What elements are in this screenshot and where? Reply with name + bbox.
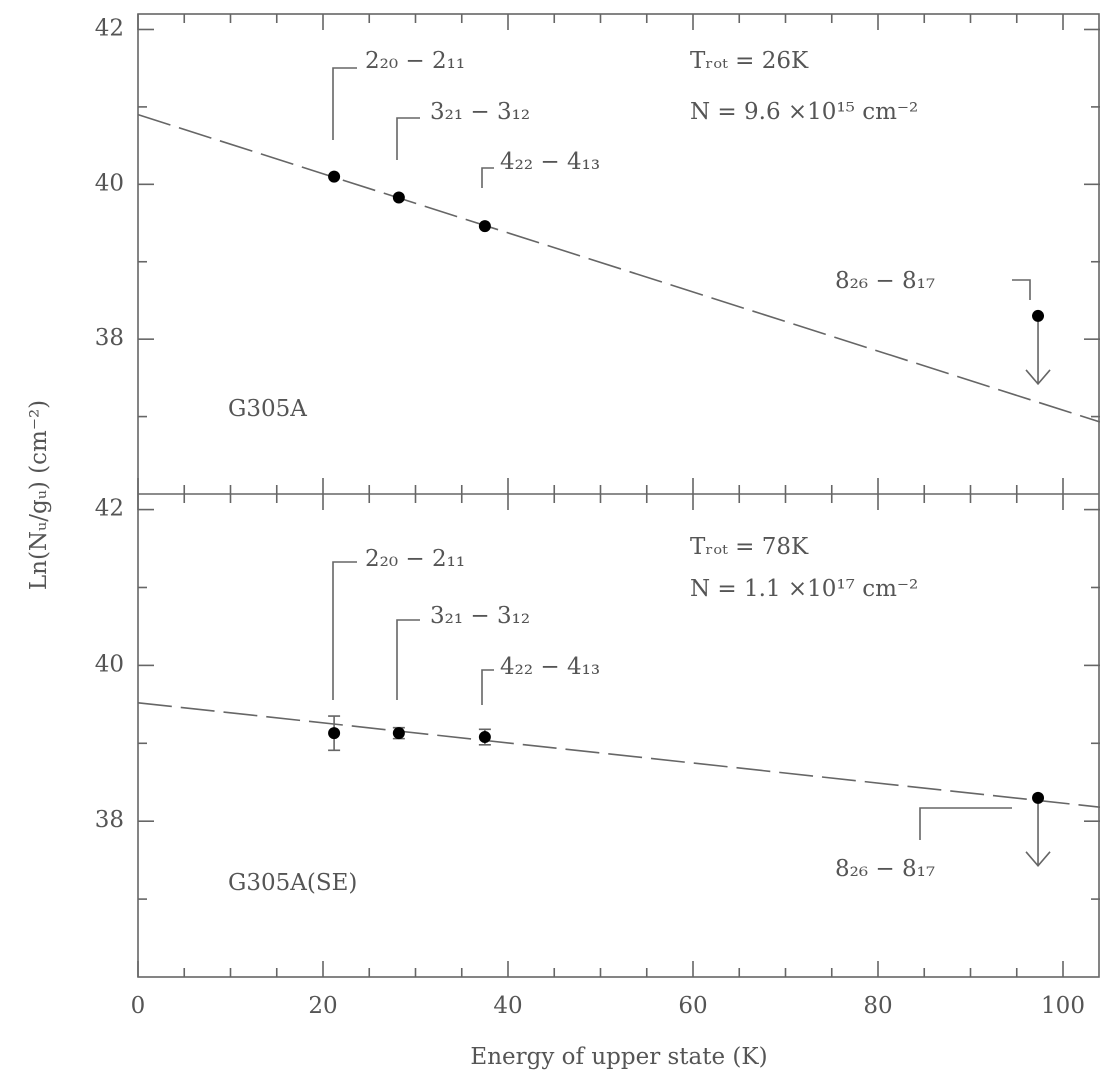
- x-tick-label: 60: [678, 993, 707, 1019]
- y-tick-label: 38: [95, 807, 124, 833]
- transition-label: 8₂₆ − 8₁₇: [835, 856, 935, 882]
- x-tick-label: 80: [863, 993, 892, 1019]
- label-leader: [919, 807, 1012, 840]
- upper-limit-arrow: [1025, 797, 1051, 868]
- x-tick-label: 100: [1041, 993, 1085, 1019]
- annotation: Tᵣₒₜ = 78K: [690, 534, 809, 560]
- x-tick-label: 40: [493, 993, 522, 1019]
- label-leader: [332, 67, 357, 140]
- annotation: Tᵣₒₜ = 26K: [690, 48, 809, 74]
- x-tick-label: 20: [308, 993, 337, 1019]
- label-leader: [396, 619, 420, 700]
- annotation: N = 9.6 ×10¹⁵ cm⁻²: [690, 99, 918, 125]
- data-point: [1032, 309, 1045, 322]
- data-point: [328, 727, 341, 740]
- x-axis-label: Energy of upper state (K): [470, 1044, 767, 1070]
- label-leader: [481, 167, 494, 188]
- y-axis-label: Ln(Nᵤ/gᵤ) (cm⁻²): [26, 400, 52, 590]
- label-leader: [481, 669, 494, 705]
- fit-line: [137, 701, 1100, 808]
- transition-label: 2₂₀ − 2₁₁: [365, 48, 465, 74]
- panel-label: G305A: [228, 396, 307, 422]
- data-point: [392, 191, 405, 204]
- annotation: N = 1.1 ×10¹⁷ cm⁻²: [690, 576, 918, 602]
- x-tick-label: 0: [131, 993, 146, 1019]
- transition-label: 8₂₆ − 8₁₇: [835, 268, 935, 294]
- label-leader: [332, 561, 357, 700]
- fit-line: [137, 113, 1100, 423]
- transition-label: 3₂₁ − 3₁₂: [430, 99, 530, 125]
- y-tick-label: 38: [95, 325, 124, 351]
- transition-label: 4₂₂ − 4₁₃: [500, 149, 600, 175]
- y-tick-label: 42: [95, 15, 124, 41]
- y-tick-label: 42: [95, 496, 124, 522]
- axes-frame: [137, 13, 1100, 978]
- upper-limit-arrow: [1025, 315, 1051, 386]
- y-tick-label: 40: [95, 170, 124, 196]
- label-leader: [1012, 279, 1031, 300]
- label-leader: [396, 117, 420, 160]
- data-point: [478, 731, 491, 744]
- transition-label: 3₂₁ − 3₁₂: [430, 603, 530, 629]
- transition-label: 2₂₀ − 2₁₁: [365, 546, 465, 572]
- y-tick-label: 40: [95, 651, 124, 677]
- data-point: [392, 727, 405, 740]
- data-point: [1032, 791, 1045, 804]
- panel-label: G305A(SE): [228, 870, 357, 896]
- data-point: [328, 170, 341, 183]
- data-point: [478, 220, 491, 233]
- transition-label: 4₂₂ − 4₁₃: [500, 654, 600, 680]
